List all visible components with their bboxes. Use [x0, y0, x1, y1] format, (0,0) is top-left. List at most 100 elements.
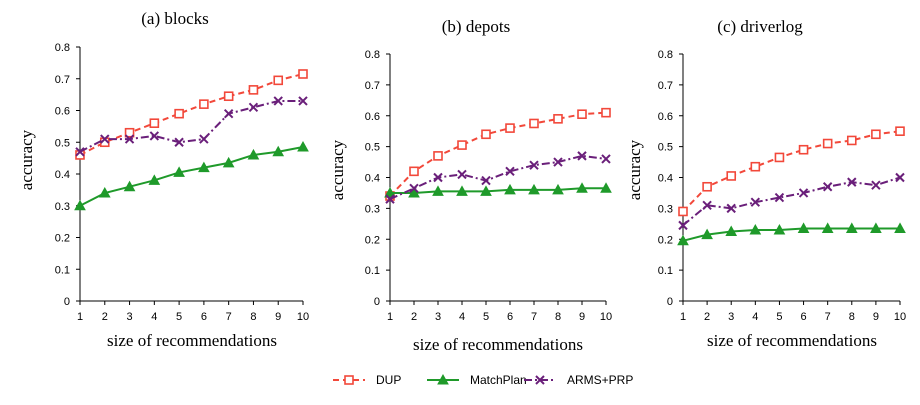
x-tick-label: 3 — [126, 311, 132, 323]
data-point — [871, 180, 881, 190]
chart-title: (a) blocks — [141, 9, 209, 28]
y-axis-label: accuracy — [17, 129, 36, 190]
x-tick-label: 9 — [579, 311, 585, 323]
data-point — [678, 220, 688, 231]
data-point — [504, 183, 516, 195]
series-dup — [678, 126, 905, 217]
data-point — [298, 96, 308, 106]
y-tick-label: 0.7 — [658, 80, 673, 92]
data-point — [750, 197, 761, 207]
series-matchplan — [384, 182, 612, 198]
data-point — [725, 225, 738, 237]
x-tick-label: 8 — [555, 311, 561, 323]
data-point — [480, 185, 492, 196]
data-point — [408, 186, 420, 198]
data-point — [553, 157, 563, 167]
data-point — [173, 166, 185, 177]
data-point — [481, 129, 491, 140]
series-arms-prp — [75, 96, 308, 157]
data-point — [174, 108, 184, 119]
data-point — [505, 123, 515, 133]
data-point — [223, 108, 234, 119]
data-point — [272, 145, 285, 157]
data-point — [577, 109, 587, 120]
data-point — [409, 166, 419, 177]
y-tick-label: 0.3 — [55, 201, 70, 213]
x-tick-label: 7 — [226, 311, 232, 323]
x-tick-label: 6 — [507, 311, 513, 323]
x-tick-label: 4 — [151, 311, 157, 323]
data-point — [553, 114, 563, 124]
legend-marker — [437, 373, 449, 385]
data-point — [797, 222, 810, 233]
legend-item-arms-prp: ARMS+PRP — [524, 373, 633, 387]
y-tick-label: 0.2 — [658, 234, 673, 246]
series-line — [682, 176, 901, 227]
y-tick-label: 0.4 — [55, 169, 70, 181]
y-tick-label: 0 — [374, 296, 380, 308]
x-tick-label: 10 — [297, 311, 309, 323]
data-point — [677, 234, 689, 246]
series-dup — [75, 69, 308, 160]
y-tick-label: 0.7 — [55, 74, 70, 86]
data-point — [798, 188, 809, 198]
legend-item-dup: DUP — [333, 373, 401, 387]
data-point — [409, 183, 419, 194]
data-point — [678, 206, 688, 217]
y-tick-label: 0 — [667, 296, 673, 308]
x-tick-label: 4 — [752, 311, 758, 323]
data-point — [577, 151, 587, 161]
data-point — [529, 118, 539, 129]
data-point — [894, 222, 906, 233]
data-point — [384, 186, 396, 198]
x-tick-label: 2 — [411, 311, 417, 323]
series-matchplan — [677, 222, 906, 246]
y-tick-label: 0.4 — [365, 173, 380, 185]
data-point — [123, 180, 136, 192]
data-point — [726, 203, 736, 214]
y-tick-label: 0.2 — [55, 233, 70, 245]
y-tick-label: 0.5 — [55, 137, 70, 149]
data-point — [870, 222, 882, 233]
legend-marker — [535, 375, 545, 385]
data-point — [385, 194, 395, 204]
y-tick-label: 0.1 — [365, 265, 380, 277]
data-point — [149, 118, 160, 128]
data-point — [774, 192, 785, 203]
y-tick-label: 0.6 — [365, 111, 380, 123]
data-point — [702, 181, 712, 192]
legend-label: ARMS+PRP — [567, 373, 633, 387]
data-point — [74, 199, 86, 211]
y-tick-label: 0.5 — [365, 142, 380, 154]
data-point — [100, 134, 110, 144]
data-point — [895, 172, 905, 183]
data-point — [726, 171, 737, 181]
data-point — [247, 148, 260, 160]
x-tick-label: 8 — [849, 311, 855, 323]
x-tick-label: 1 — [77, 311, 83, 323]
x-tick-label: 2 — [704, 311, 710, 323]
x-tick-label: 3 — [435, 311, 441, 323]
chart-title: (c) driverlog — [717, 17, 803, 36]
series-line — [682, 130, 901, 213]
x-tick-label: 1 — [387, 311, 393, 323]
series-line — [79, 99, 303, 153]
y-tick-label: 0.4 — [658, 173, 673, 185]
data-point — [148, 174, 161, 185]
x-tick-label: 5 — [776, 311, 782, 323]
y-tick-label: 0.7 — [365, 80, 380, 92]
x-tick-label: 6 — [800, 311, 806, 323]
data-point — [457, 140, 467, 150]
data-point — [750, 161, 761, 172]
legend-item-matchplan: MatchPlan — [427, 373, 527, 387]
x-tick-label: 7 — [825, 311, 831, 323]
data-point — [845, 222, 858, 233]
data-point — [701, 228, 713, 240]
data-point — [223, 91, 234, 102]
data-point — [600, 182, 612, 193]
series-line — [682, 227, 900, 242]
data-point — [298, 69, 308, 79]
data-point — [481, 175, 491, 186]
data-point — [822, 182, 833, 192]
x-axis-label: size of recommendations — [707, 331, 877, 350]
